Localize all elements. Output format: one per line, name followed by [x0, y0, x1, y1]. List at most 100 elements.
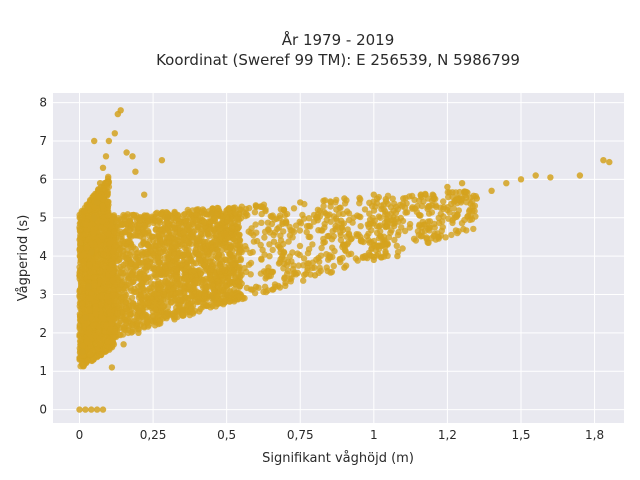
data-point: [370, 256, 377, 264]
cloud-point: [226, 278, 233, 285]
cloud-point: [249, 248, 256, 256]
cloud-point: [470, 225, 477, 233]
cloud-point: [347, 250, 355, 257]
cloud-point: [130, 211, 137, 219]
cloud-point: [306, 233, 314, 241]
cloud-point: [76, 310, 84, 318]
cloud-point: [452, 189, 459, 196]
data-point: [105, 137, 113, 145]
cloud-point: [406, 220, 414, 228]
cloud-point: [98, 293, 105, 300]
cloud-point: [110, 286, 117, 293]
data-point: [93, 406, 101, 413]
cloud-point: [84, 357, 91, 364]
cloud-point: [242, 210, 250, 217]
cloud-point: [158, 269, 166, 276]
cloud-point: [296, 218, 303, 225]
cloud-point: [101, 226, 108, 233]
data-point: [429, 191, 436, 198]
cloud-point: [327, 198, 334, 205]
x-tick-label: 1: [370, 428, 378, 442]
data-point: [435, 233, 442, 241]
cloud-point: [230, 236, 238, 243]
cloud-point: [132, 274, 139, 281]
cloud-point: [83, 244, 91, 251]
cloud-point: [329, 244, 336, 251]
cloud-point: [215, 221, 222, 228]
data-point: [91, 137, 98, 145]
cloud-point: [387, 229, 394, 236]
cloud-point: [431, 224, 438, 231]
cloud-point: [114, 310, 121, 317]
cloud-point: [213, 274, 220, 282]
cloud-point: [142, 275, 149, 282]
cloud-point: [82, 265, 89, 272]
data-point: [158, 157, 166, 164]
cloud-point: [423, 235, 430, 243]
cloud-point: [375, 193, 382, 201]
cloud-point: [200, 301, 208, 309]
cloud-point: [156, 216, 164, 223]
cloud-point: [96, 340, 104, 348]
cloud-point: [153, 292, 161, 299]
cloud-point: [80, 260, 88, 268]
cloud-point: [286, 232, 294, 239]
cloud-point: [360, 238, 367, 246]
cloud-point: [148, 284, 155, 291]
cloud-point: [121, 229, 129, 236]
cloud-point: [136, 217, 144, 224]
cloud-point: [122, 305, 130, 312]
cloud-point: [138, 241, 145, 249]
data-point: [194, 298, 201, 306]
cloud-point: [377, 228, 384, 235]
data-point: [102, 153, 110, 160]
cloud-point: [99, 185, 106, 192]
cloud-point: [143, 212, 151, 219]
cloud-point: [389, 195, 396, 202]
cloud-point: [371, 217, 378, 224]
cloud-point: [309, 264, 316, 272]
cloud-point: [300, 255, 308, 262]
data-point: [394, 252, 401, 260]
cloud-point: [110, 334, 117, 341]
cloud-point: [137, 292, 144, 299]
cloud-point: [193, 235, 200, 242]
data-point: [576, 172, 584, 179]
cloud-point: [281, 274, 288, 281]
cloud-point: [282, 220, 290, 227]
cloud-point: [430, 232, 437, 240]
cloud-point: [121, 215, 128, 222]
cloud-point: [356, 200, 363, 207]
data-point: [141, 191, 148, 198]
cloud-point: [241, 264, 248, 272]
cloud-point: [444, 206, 451, 214]
chart-title: År 1979 - 2019: [282, 30, 395, 49]
cloud-point: [212, 253, 220, 260]
cloud-point: [323, 264, 330, 271]
cloud-point: [452, 227, 460, 234]
data-points: [76, 107, 613, 413]
cloud-point: [250, 238, 258, 245]
cloud-point: [203, 248, 211, 255]
cloud-point: [324, 212, 331, 219]
cloud-point: [86, 261, 93, 269]
cloud-point: [458, 220, 466, 227]
cloud-point: [294, 250, 301, 257]
cloud-point: [389, 220, 397, 228]
cloud-point: [301, 271, 308, 279]
cloud-point: [366, 210, 373, 217]
cloud-point: [180, 211, 187, 219]
cloud-point: [448, 200, 455, 208]
cloud-point: [415, 211, 423, 219]
cloud-point: [151, 242, 158, 249]
cloud-point: [164, 303, 172, 311]
cloud-point: [90, 356, 97, 363]
cloud-point: [442, 234, 449, 241]
cloud-point: [90, 229, 97, 237]
data-point: [606, 158, 613, 166]
cloud-point: [426, 218, 434, 225]
cloud-point: [271, 281, 279, 288]
cloud-point: [432, 202, 439, 209]
cloud-point: [266, 253, 273, 260]
data-point: [76, 406, 83, 413]
